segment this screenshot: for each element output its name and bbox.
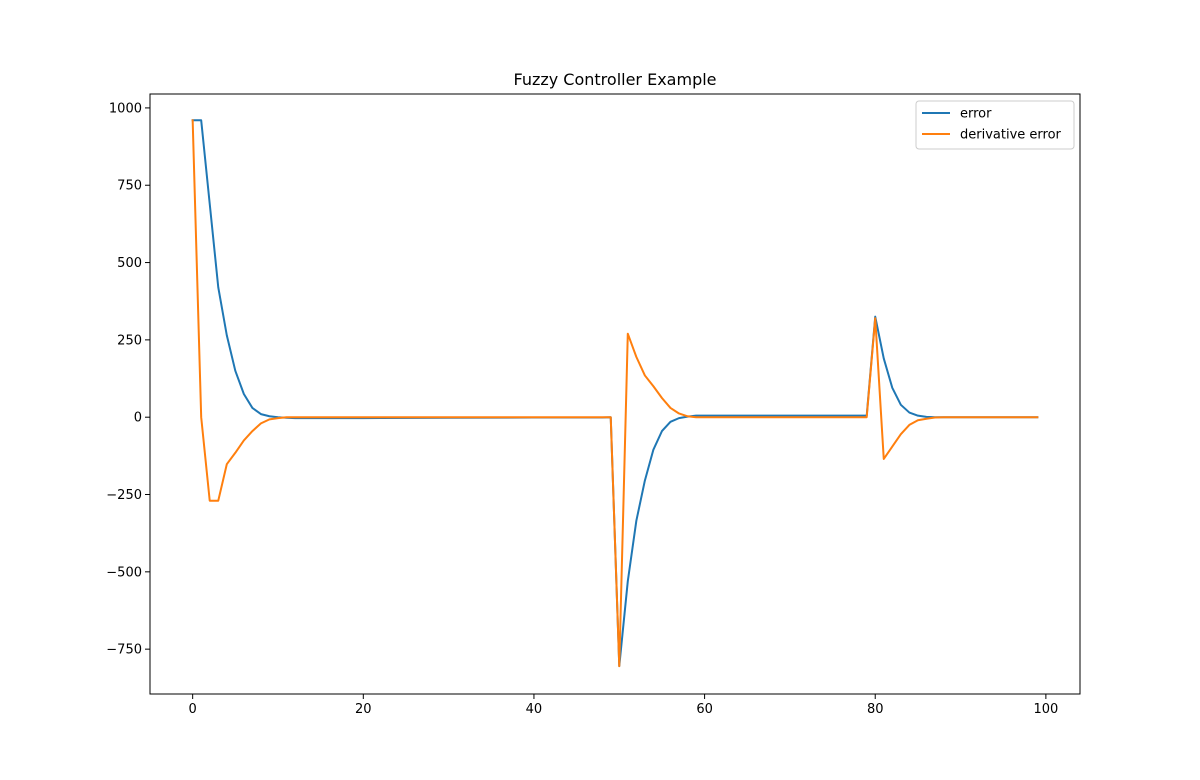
y-tick-label: 1000 bbox=[109, 101, 142, 116]
y-tick-label: 500 bbox=[117, 256, 142, 271]
legend-label: error bbox=[960, 107, 992, 122]
x-tick-label: 20 bbox=[355, 702, 372, 717]
chart-title: Fuzzy Controller Example bbox=[513, 70, 716, 89]
y-tick-label: −750 bbox=[106, 643, 142, 658]
y-tick-label: −250 bbox=[106, 488, 142, 503]
x-tick-label: 100 bbox=[1033, 702, 1058, 717]
x-tick-label: 40 bbox=[526, 702, 543, 717]
series-line-error bbox=[191, 119, 1039, 668]
x-tick-label: 60 bbox=[696, 702, 713, 717]
legend-box bbox=[915, 100, 1075, 150]
plot-area: 0 20 40 60 80 100 1000 750 500 250 0 −250 −500 −750 er… bbox=[106, 93, 1081, 717]
y-tick-label: 0 bbox=[134, 411, 142, 426]
legend-label: derivative error bbox=[960, 128, 1062, 143]
axes-frame bbox=[149, 93, 1081, 695]
x-tick-label: 0 bbox=[189, 702, 197, 717]
x-tick-label: 80 bbox=[867, 702, 884, 717]
y-tick-label: 750 bbox=[117, 179, 142, 194]
y-tick-label: 250 bbox=[117, 333, 142, 348]
y-tick-label: −500 bbox=[106, 565, 142, 580]
series-line-derivative-error bbox=[191, 119, 1039, 668]
